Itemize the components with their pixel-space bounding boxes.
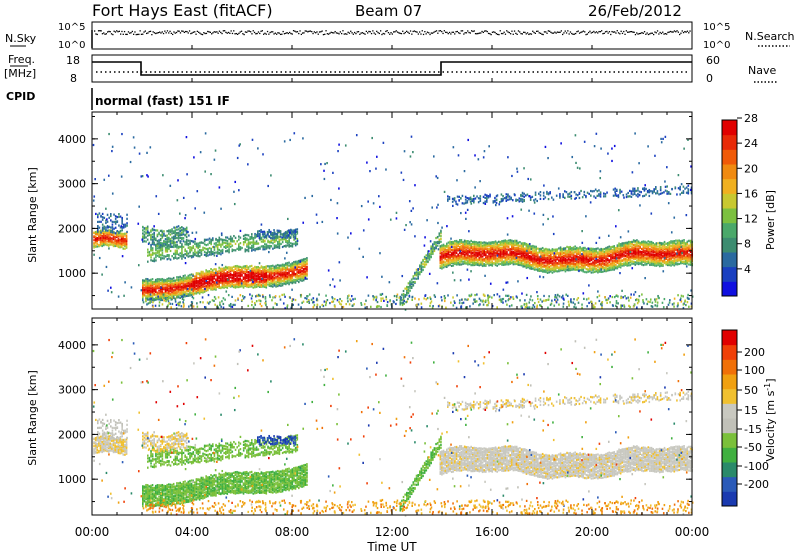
velocity-cbar-tick-4: -15 [744, 423, 762, 436]
velocity-colorbar: 200 100 50 15 -15 -50 -100 -200 [721, 329, 769, 507]
date-title: 26/Feb/2012 [588, 2, 682, 20]
power-ylabel: Slant Range [km] [26, 167, 39, 263]
cpid-value: normal (fast) 151 IF [95, 94, 230, 108]
cpid-panel: CPID normal (fast) 151 IF [6, 88, 230, 110]
velocity-y-axis: 1000 2000 3000 4000 [58, 321, 692, 503]
power-ytick-2: 3000 [58, 178, 86, 191]
velocity-colorbar-label: Velocity [m s-1] [763, 378, 777, 461]
velocity-cbar-tick-7: -200 [744, 478, 769, 491]
freq-tick-top: 18 [66, 54, 80, 67]
velocity-cbar-tick-6: -100 [744, 460, 769, 473]
velocity-panel: 1000 2000 3000 4000 Slant Range [km] [26, 317, 694, 517]
power-cbar-tick-6: 28 [744, 112, 758, 125]
power-ytick-1: 2000 [58, 222, 86, 235]
velocity-cbar-tick-5: -50 [744, 441, 762, 454]
velocity-cbar-tick-3: 15 [744, 404, 758, 417]
nsky-tick-top: 10^5 [58, 22, 85, 33]
time-axis-label: Time UT [366, 540, 417, 554]
time-tick-2: 08:00 [275, 525, 310, 539]
time-tick-0: 00:00 [75, 525, 110, 539]
velocity-cbar-tick-2: 50 [744, 384, 758, 397]
power-cbar-tick-5: 24 [744, 137, 758, 150]
time-tick-6: 00:00 [675, 525, 710, 539]
freq-trace [92, 61, 692, 76]
velocity-heatmap [92, 338, 694, 517]
cpid-label: CPID [6, 90, 35, 103]
time-tick-3: 12:00 [375, 525, 410, 539]
nsky-panel: N.Sky 10^5 10^0 10^5 10^0 N.Search [5, 21, 795, 51]
time-axis: 00:00 04:00 08:00 12:00 16:00 20:00 00:00 [75, 45, 710, 539]
power-ytick-0: 1000 [58, 267, 86, 280]
time-tick-4: 16:00 [475, 525, 510, 539]
power-panel: 1000 2000 3000 4000 Slant Range [km] [26, 111, 694, 311]
freq-tick-bottom: 8 [70, 72, 77, 85]
nsky-tick-bottom: 10^0 [58, 40, 85, 51]
freq-panel: Freq. [MHz] 18 8 60 0 Nave [4, 53, 778, 85]
power-cbar-tick-3: 16 [744, 187, 758, 200]
velocity-ytick-1: 2000 [58, 428, 86, 441]
power-cbar-tick-1: 8 [744, 238, 751, 251]
time-tick-1: 04:00 [175, 525, 210, 539]
power-colorbar-label: Power [dB] [764, 190, 777, 250]
power-cbar-tick-2: 12 [744, 213, 758, 226]
power-cbar-tick-0: 4 [744, 263, 751, 276]
power-cbar-tick-4: 20 [744, 162, 758, 175]
velocity-ytick-0: 1000 [58, 473, 86, 486]
power-heatmap [92, 132, 694, 311]
power-y-axis: 1000 2000 3000 4000 [58, 115, 692, 297]
power-colorbar: 4 8 12 16 20 24 28 [721, 112, 758, 297]
station-title: Fort Hays East (fitACF) [92, 1, 273, 20]
time-tick-5: 20:00 [575, 525, 610, 539]
power-ytick-3: 4000 [58, 133, 86, 146]
freq-label-line1: Freq. [8, 53, 35, 66]
velocity-ytick-2: 3000 [58, 384, 86, 397]
freq-label-line2: [MHz] [4, 67, 36, 80]
nave-tick-top: 60 [706, 54, 720, 67]
nsearch-tick-top: 10^5 [703, 22, 730, 33]
velocity-cbar-tick-0: 200 [744, 346, 765, 359]
velocity-ylabel: Slant Range [km] [26, 370, 39, 466]
nsearch-label: N.Search [745, 30, 795, 43]
velocity-ytick-3: 4000 [58, 339, 86, 352]
velocity-cbar-tick-1: 100 [744, 364, 765, 377]
nsky-trace [91, 30, 691, 48]
beam-title: Beam 07 [355, 2, 422, 20]
nsky-label: N.Sky [5, 32, 37, 45]
nave-tick-bottom: 0 [706, 72, 713, 85]
nave-label: Nave [748, 64, 776, 77]
nsearch-tick-bottom: 10^0 [703, 40, 730, 51]
